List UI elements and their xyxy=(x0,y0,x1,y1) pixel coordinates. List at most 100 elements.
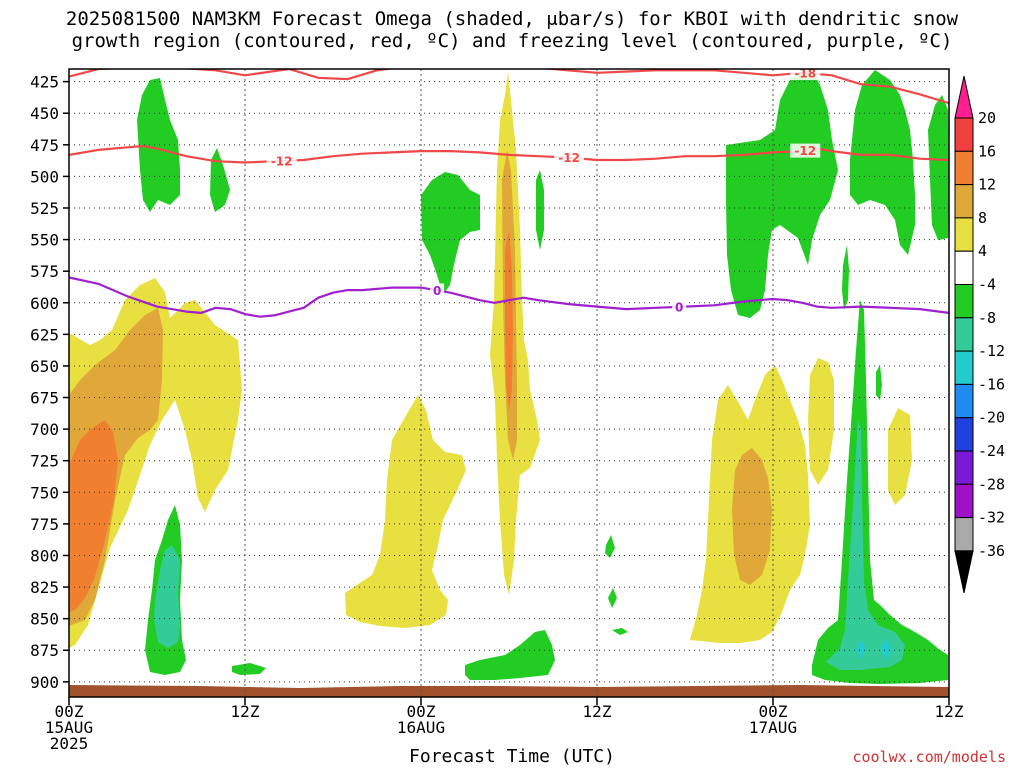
omega-region-green xyxy=(137,78,180,212)
colorbar-segment xyxy=(954,383,974,419)
x-tick-label: 00Z xyxy=(55,702,84,721)
y-tick-label: 800 xyxy=(30,546,59,565)
contour-label-background xyxy=(554,150,585,165)
y-axis-ticks: 425 450 475 500 525 550 575 600 625 650 675 700 725 7… xyxy=(30,73,69,692)
colorbar-segment xyxy=(954,184,974,219)
y-tick-label: 850 xyxy=(30,610,59,629)
omega-region-cyan xyxy=(880,638,892,660)
x-tick-label: 16AUG xyxy=(397,718,445,737)
x-tick-label: 12Z xyxy=(935,702,964,721)
colorbar-segment xyxy=(954,117,974,152)
omega-negative-regions xyxy=(137,70,949,684)
chart-grid xyxy=(68,69,950,697)
omega-region-green xyxy=(536,170,544,250)
y-tick-label: 650 xyxy=(30,357,59,376)
colorbar-segment xyxy=(954,450,974,485)
colorbar-label: -12 xyxy=(978,342,1005,360)
colorbar-label: 12 xyxy=(978,176,996,194)
colorbar-label: 20 xyxy=(978,109,996,127)
contour-label: 0 xyxy=(433,284,441,298)
y-tick-label: 900 xyxy=(30,673,59,692)
chart-title-line-2: growth region (contoured, red, ºC) and f… xyxy=(71,30,953,52)
contour-label: -12 xyxy=(794,144,816,158)
omega-region-yellow xyxy=(888,408,912,505)
colorbar-label: 4 xyxy=(978,242,987,260)
y-tick-label: 600 xyxy=(30,294,59,313)
y-tick-label: 450 xyxy=(30,104,59,123)
colorbar-label: 8 xyxy=(978,209,987,227)
colorbar-bottom-arrow xyxy=(954,550,974,594)
omega-shading xyxy=(69,70,949,697)
colorbar-segment xyxy=(954,517,974,552)
y-tick-label: 750 xyxy=(30,483,59,502)
omega-region-green xyxy=(812,300,948,684)
x-tick-label: 15AUG xyxy=(45,718,93,737)
omega-region-gold xyxy=(732,448,772,585)
colorbar-label: 16 xyxy=(978,142,996,160)
colorbar-label: -8 xyxy=(978,309,996,327)
omega-region-cyan-green xyxy=(154,545,180,648)
colorbar-segment xyxy=(954,217,974,252)
contour-label: -12 xyxy=(558,151,580,165)
omega-region-green xyxy=(232,663,266,675)
credit-text: coolwx.com/models xyxy=(852,748,1006,766)
omega-region-yellow xyxy=(345,395,466,628)
y-tick-label: 425 xyxy=(30,73,59,92)
omega-region-green xyxy=(612,628,628,635)
plot-frame xyxy=(68,68,950,698)
x-axis-label: Forecast Time (UTC) xyxy=(409,746,615,767)
y-tick-label: 875 xyxy=(30,641,59,660)
omega-region-cyan-green xyxy=(826,420,905,670)
y-tick-label: 575 xyxy=(30,262,59,281)
colorbar-top-arrow xyxy=(954,75,974,119)
y-tick-label: 525 xyxy=(30,199,59,218)
y-tick-label: 675 xyxy=(30,389,59,408)
omega-positive-regions xyxy=(69,72,912,648)
colorbar-segment xyxy=(954,250,974,285)
x-tick-label: 2025 xyxy=(50,734,89,753)
y-tick-label: 775 xyxy=(30,515,59,534)
terrain-bar xyxy=(69,685,949,697)
colorbar-segment xyxy=(954,150,974,186)
x-tick-label: 00Z xyxy=(759,702,788,721)
contour-label: -12 xyxy=(271,154,293,168)
omega-region-green xyxy=(726,70,838,318)
contour-line xyxy=(69,69,949,105)
colorbar-label: -16 xyxy=(978,375,1005,393)
y-tick-label: 725 xyxy=(30,452,59,471)
omega-region-yellow xyxy=(808,358,834,485)
omega-region-green xyxy=(421,172,480,295)
contour-label-background xyxy=(672,299,687,314)
contour-label-background xyxy=(430,283,445,298)
contour-labels: 0 0 -12 -12 -12 -18 xyxy=(266,66,821,314)
omega-region-green xyxy=(876,365,882,400)
omega-region-orange xyxy=(69,420,118,612)
contour-label: -18 xyxy=(794,67,816,81)
contour-label: 0 xyxy=(675,300,683,314)
x-tick-label: 12Z xyxy=(583,702,612,721)
y-tick-label: 475 xyxy=(30,136,59,155)
colorbar-segment xyxy=(954,317,974,352)
colorbar-label: -4 xyxy=(978,276,996,294)
colorbar-segment xyxy=(954,417,974,452)
omega-region-orange xyxy=(505,230,513,410)
omega-region-cyan xyxy=(856,640,866,660)
y-tick-label: 700 xyxy=(30,420,59,439)
y-tick-label: 825 xyxy=(30,578,59,597)
chart-title-line-1: 2025081500 NAM3KM Forecast Omega (shaded… xyxy=(65,8,959,30)
x-tick-label: 17AUG xyxy=(749,718,797,737)
y-tick-label: 500 xyxy=(30,167,59,186)
omega-region-green xyxy=(842,245,849,310)
omega-region-green xyxy=(608,588,617,608)
contour-line xyxy=(69,276,949,318)
y-tick-label: 625 xyxy=(30,325,59,344)
colorbar-label: -32 xyxy=(978,509,1005,527)
omega-region-green xyxy=(465,630,555,680)
colorbar-label: -28 xyxy=(978,475,1005,493)
omega-region-green xyxy=(928,95,949,240)
omega-region-green xyxy=(210,148,230,212)
x-tick-label: 12Z xyxy=(231,702,260,721)
colorbar: 20 16 12 8 4 -4 -8 -12 -16 -20 -24 -28 -32 -36 xyxy=(954,75,1005,594)
colorbar-segment xyxy=(954,483,974,519)
